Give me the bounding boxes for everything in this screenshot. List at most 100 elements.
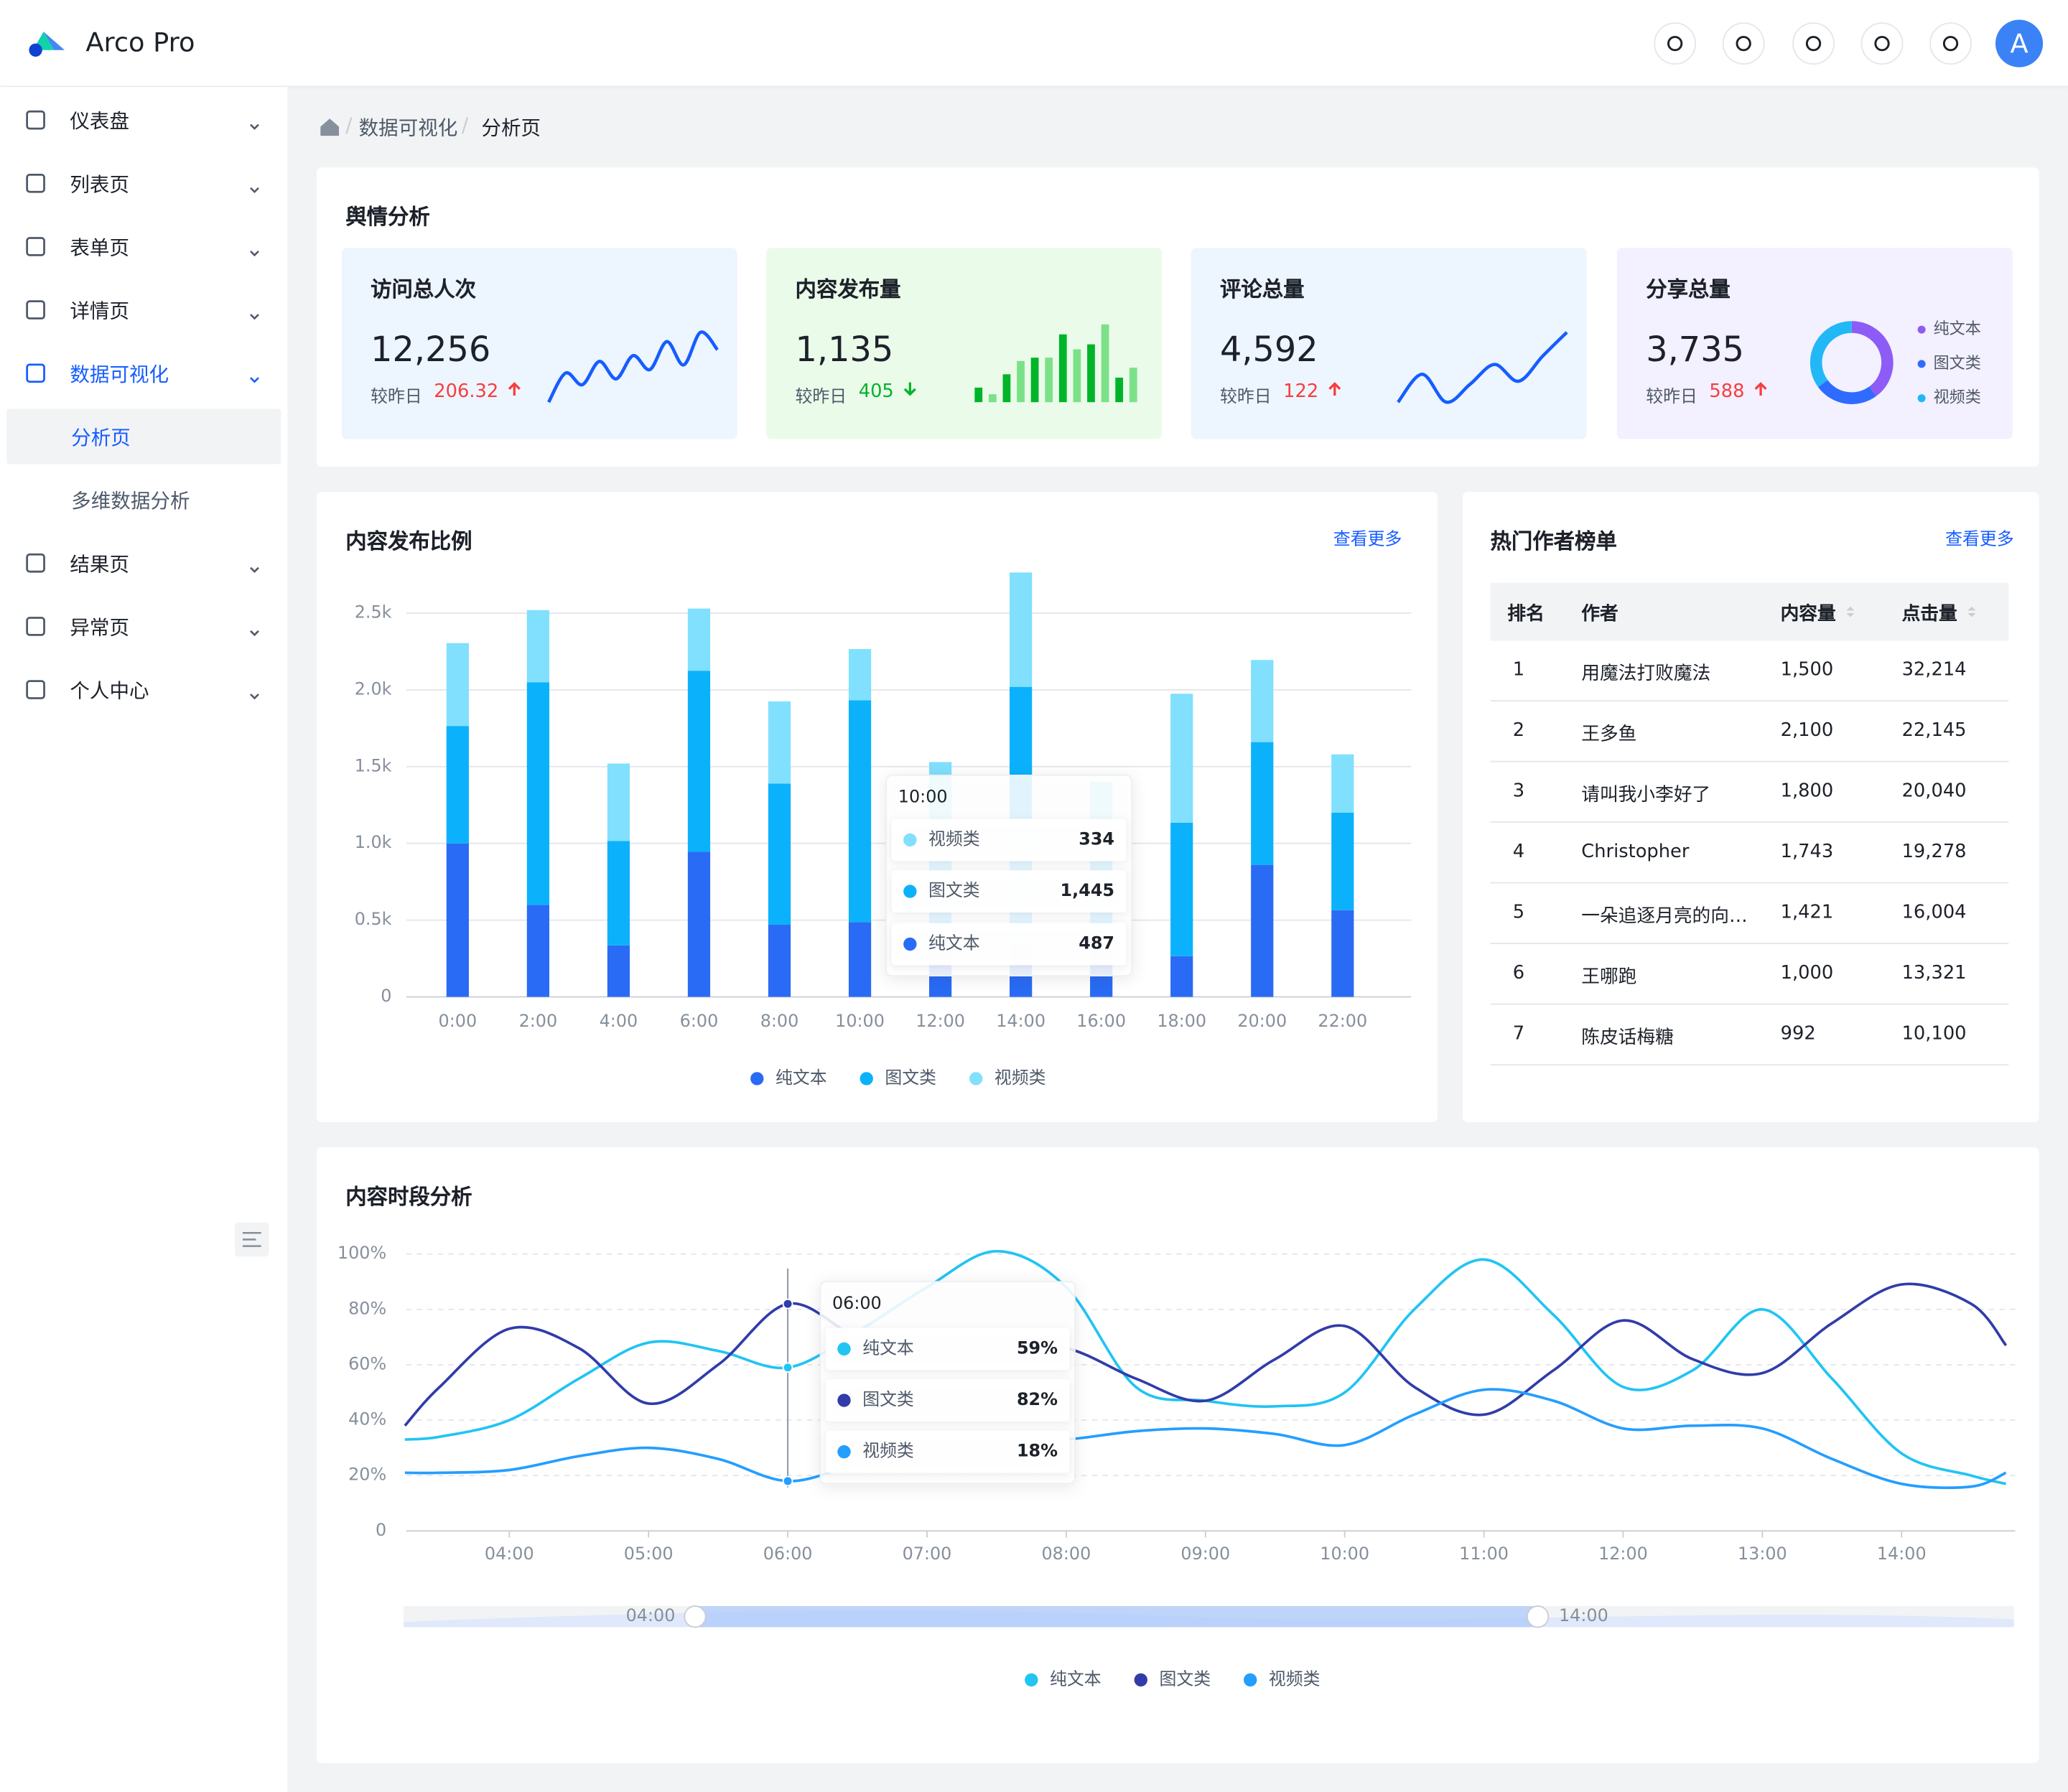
icon <box>250 694 259 700</box>
toolbar-button[interactable] <box>1792 22 1835 65</box>
menu-chevron <box>248 113 261 130</box>
menu-icon <box>25 363 46 383</box>
icon <box>1754 382 1767 396</box>
trend-arrow <box>1745 381 1769 402</box>
menu-icon <box>25 236 46 257</box>
icon <box>26 237 45 256</box>
line-panel: 内容时段分析 <box>316 1147 2039 1763</box>
menu-icon <box>25 299 46 320</box>
menu-item[interactable]: 异常页 <box>70 615 130 640</box>
icon <box>508 382 521 396</box>
row-divider <box>1490 1003 2009 1005</box>
panel-title: 热门作者榜单 <box>1490 528 1617 554</box>
logo <box>29 32 65 57</box>
card-value: 12,256 <box>371 330 491 371</box>
card-compare: 较昨日 <box>1219 387 1272 408</box>
toolbar-button[interactable] <box>1722 22 1765 65</box>
menu-chevron <box>248 303 261 320</box>
toolbar-icon <box>1805 35 1822 52</box>
table-cell: 16,004 <box>1901 902 1967 923</box>
table-cell: 7 <box>1512 1023 1525 1045</box>
table-cell: 1,000 <box>1780 962 1834 984</box>
table-cell: 10,100 <box>1901 1023 1967 1045</box>
table-cell: 992 <box>1780 1023 1816 1045</box>
bar-panel: 内容发布比例 查看更多 <box>316 492 1438 1122</box>
stat-card: 分享总量 3,735 较昨日 588 <box>1616 248 2013 439</box>
trend-arrow <box>1318 381 1342 402</box>
toolbar-button[interactable] <box>1860 22 1904 65</box>
table-cell: 王哪跑 <box>1581 966 1637 988</box>
icon <box>250 123 259 130</box>
table-cell: 1,800 <box>1780 780 1834 802</box>
table-cell: 32,214 <box>1901 659 1967 681</box>
column-header[interactable]: 内容量 <box>1781 600 1858 627</box>
breadcrumb-item[interactable]: 数据可视化 <box>358 116 458 140</box>
menu-chevron <box>248 177 261 194</box>
breadcrumb-item: 分析页 <box>481 116 541 140</box>
toolbar-icon <box>1736 35 1751 52</box>
sort-icon[interactable] <box>1836 604 1857 625</box>
icon <box>26 300 45 319</box>
icon <box>1967 606 1976 617</box>
icon <box>26 553 45 573</box>
table-cell: 请叫我小李好了 <box>1581 784 1711 806</box>
card-compare: 较昨日 <box>1646 387 1697 408</box>
card-diff: 206.32 <box>434 381 522 402</box>
table-cell: 1 <box>1512 659 1525 681</box>
icon <box>1846 606 1855 617</box>
row-divider <box>1490 760 2009 762</box>
menu-icon <box>25 616 46 637</box>
stat-card: 访问总人次 12,256 较昨日 206.32 <box>341 248 737 439</box>
more-link[interactable]: 查看更多 <box>1945 530 2014 550</box>
icon <box>250 566 259 574</box>
table-cell: 2,100 <box>1780 719 1834 742</box>
column-header: 排名 <box>1507 604 1545 625</box>
authors-table: 排名 作者 内容量 点击量 1 用魔法打败魔法 1,500 32,214 2 王多鱼 2,100 22… <box>1490 582 2009 1066</box>
table-cell: 一朵追逐月亮的向… <box>1581 905 1748 928</box>
icon <box>250 314 259 320</box>
menu-icon <box>25 173 46 194</box>
sidebar: 仪表盘列表页表单页详情页数据可视化分析页多维数据分析 结果页异常页个人中心 <box>0 87 288 1792</box>
table-cell: 1,421 <box>1780 902 1834 923</box>
menu-chevron <box>248 620 261 637</box>
collapse-button[interactable] <box>234 1222 269 1257</box>
card-title: 内容发布量 <box>795 276 901 302</box>
stat-card: 内容发布量 1,135 较昨日 405 <box>766 248 1163 439</box>
more-link[interactable]: 查看更多 <box>1333 530 1402 550</box>
toolbar-button[interactable] <box>1929 22 1972 65</box>
menu-item[interactable]: 分析页 <box>71 426 131 450</box>
column-header: 作者 <box>1581 604 1618 625</box>
sort-icon[interactable] <box>1957 604 1978 625</box>
menu-item[interactable]: 列表页 <box>70 172 130 197</box>
menu-item[interactable]: 个人中心 <box>70 678 149 703</box>
menu-item[interactable]: 详情页 <box>70 299 130 323</box>
card-value: 1,135 <box>795 330 894 371</box>
menu-item[interactable]: 数据可视化 <box>70 363 169 387</box>
menu-item[interactable]: 结果页 <box>70 552 130 577</box>
avatar[interactable]: A <box>1995 19 2044 67</box>
menu-item[interactable]: 仪表盘 <box>70 109 130 134</box>
menu-selected-bg <box>6 409 281 465</box>
menu-chevron <box>248 556 261 574</box>
table-cell: 22,145 <box>1901 719 1967 742</box>
table-cell: 用魔法打败魔法 <box>1581 663 1711 685</box>
table-cell: 5 <box>1512 902 1525 923</box>
menu-item[interactable]: 多维数据分析 <box>71 489 190 513</box>
header: Arco Pro A <box>0 0 2068 86</box>
column-header[interactable]: 点击量 <box>1902 600 1979 627</box>
app-title: Arco Pro <box>85 26 195 58</box>
icon <box>1328 382 1341 396</box>
card-compare: 较昨日 <box>371 387 422 408</box>
row-divider <box>1490 882 2009 884</box>
card-title: 访问总人次 <box>371 276 477 302</box>
card-value: 3,735 <box>1646 330 1744 371</box>
home-icon[interactable] <box>319 116 340 137</box>
toolbar-button[interactable] <box>1654 22 1697 65</box>
table-cell: 1,500 <box>1780 659 1834 681</box>
row-divider <box>1490 700 2009 702</box>
menu-icon <box>25 109 46 130</box>
trend-arrow <box>498 381 522 402</box>
table-cell: 3 <box>1512 780 1525 802</box>
icon <box>250 377 259 383</box>
menu-item[interactable]: 表单页 <box>70 235 130 260</box>
